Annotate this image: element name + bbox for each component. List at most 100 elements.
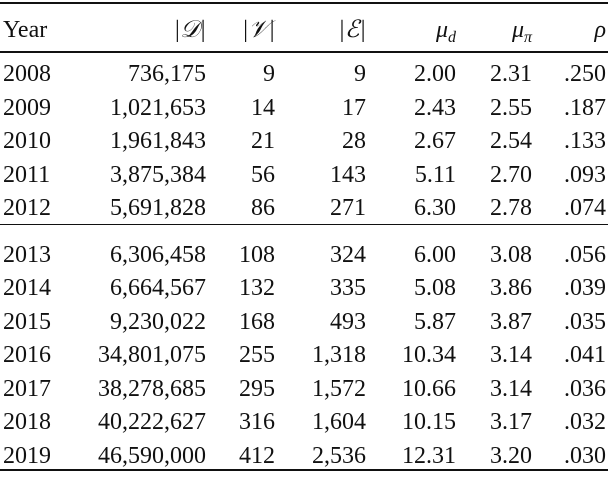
header-symbol: μ [511, 17, 524, 43]
value-cell: .039 [564, 275, 606, 301]
rule [0, 51, 608, 53]
value-cell: 40,222,627 [98, 409, 206, 435]
year-cell: 2019 [3, 442, 51, 469]
value-cell: 17 [342, 94, 366, 121]
value-cell: 9 [354, 61, 366, 87]
value-cell: 132 [239, 275, 275, 301]
value-cell: 1,961,843 [110, 128, 206, 154]
value-cell: 1,318 [312, 342, 366, 368]
value-cell: .093 [564, 161, 606, 188]
value-cell: 324 [330, 241, 366, 268]
year-cell: 2016 [3, 342, 51, 368]
value-cell: 1,021,653 [110, 94, 206, 121]
value-cell: 2.31 [490, 61, 532, 87]
rule [0, 469, 608, 471]
value-cell: 3.14 [490, 375, 532, 402]
value-cell: 3.17 [490, 409, 532, 435]
value-cell: 86 [251, 195, 275, 221]
year-cell: 2015 [3, 308, 51, 335]
value-cell: 5.87 [414, 308, 456, 335]
rule [0, 2, 608, 4]
value-cell: 2,536 [312, 442, 366, 469]
header-cell: μπ [512, 16, 532, 52]
year-cell: 2012 [3, 195, 51, 221]
value-cell: .041 [564, 342, 606, 368]
year-cell: 2013 [3, 241, 51, 268]
value-cell: .030 [564, 442, 606, 469]
value-cell: 3.20 [490, 442, 532, 469]
value-cell: .074 [564, 195, 606, 221]
value-cell: 6.00 [414, 241, 456, 268]
value-cell: 168 [239, 308, 275, 335]
value-cell: 255 [239, 342, 275, 368]
value-cell: 2.43 [414, 94, 456, 121]
value-cell: .187 [564, 94, 606, 121]
value-cell: 2.67 [414, 128, 456, 154]
value-cell: 108 [239, 241, 275, 268]
year-cell: 2009 [3, 94, 51, 121]
value-cell: 10.15 [402, 409, 456, 435]
value-cell: 2.70 [490, 161, 532, 188]
value-cell: .133 [564, 128, 606, 154]
value-cell: .056 [564, 241, 606, 268]
value-cell: 1,604 [312, 409, 366, 435]
year-cell: 2018 [3, 409, 51, 435]
value-cell: 5,691,828 [110, 195, 206, 221]
value-cell: 335 [330, 275, 366, 301]
value-cell: .032 [564, 409, 606, 435]
header-cell: ρ [594, 17, 606, 43]
value-cell: 10.34 [402, 342, 456, 368]
header-cell: Year [3, 17, 48, 43]
value-cell: .250 [564, 61, 606, 87]
value-cell: 271 [330, 195, 366, 221]
value-cell: 2.78 [490, 195, 532, 221]
value-cell: 10.66 [402, 375, 456, 402]
value-cell: 38,278,685 [98, 375, 206, 402]
value-cell: 56 [251, 161, 275, 188]
value-cell: 295 [239, 375, 275, 402]
value-cell: 5.11 [414, 161, 456, 188]
value-cell: 6,664,567 [110, 275, 206, 301]
value-cell: 3.14 [490, 342, 532, 368]
value-cell: .035 [564, 308, 606, 335]
value-cell: 2.54 [490, 128, 532, 154]
value-cell: 21 [251, 128, 275, 154]
value-cell: .036 [564, 375, 606, 402]
value-cell: 143 [330, 161, 366, 188]
value-cell: 493 [330, 308, 366, 335]
value-cell: 34,801,075 [98, 342, 206, 368]
year-cell: 2014 [3, 275, 51, 301]
value-cell: 12.31 [402, 442, 456, 469]
value-cell: 6.30 [414, 195, 456, 221]
year-cell: 2017 [3, 375, 51, 402]
value-cell: 9 [263, 61, 275, 87]
year-cell: 2011 [3, 161, 51, 188]
value-cell: 3.86 [490, 275, 532, 301]
value-cell: 46,590,000 [98, 442, 206, 469]
year-cell: 2010 [3, 128, 51, 154]
value-cell: 2.00 [414, 61, 456, 87]
value-cell: 6,306,458 [110, 241, 206, 268]
header-cell: |𝒱| [241, 17, 275, 43]
rule [0, 223, 608, 225]
value-cell: 3.87 [490, 308, 532, 335]
header-cell: |𝒟| [173, 17, 206, 43]
value-cell: 316 [239, 409, 275, 435]
value-cell: 3.08 [490, 241, 532, 268]
value-cell: 5.08 [414, 275, 456, 301]
value-cell: 2.55 [490, 94, 532, 121]
value-cell: 14 [251, 94, 275, 121]
header-cell: μd [436, 16, 456, 52]
value-cell: 3,875,384 [110, 161, 206, 188]
header-symbol: μ [435, 17, 448, 43]
value-cell: 9,230,022 [110, 308, 206, 335]
header-cell: |ℰ| [338, 17, 366, 43]
header-subscript: π [523, 29, 532, 46]
value-cell: 412 [239, 442, 275, 469]
value-cell: 1,572 [312, 375, 366, 402]
value-cell: 28 [342, 128, 366, 154]
year-cell: 2008 [3, 61, 51, 87]
value-cell: 736,175 [128, 61, 206, 87]
header-subscript: d [448, 29, 456, 46]
